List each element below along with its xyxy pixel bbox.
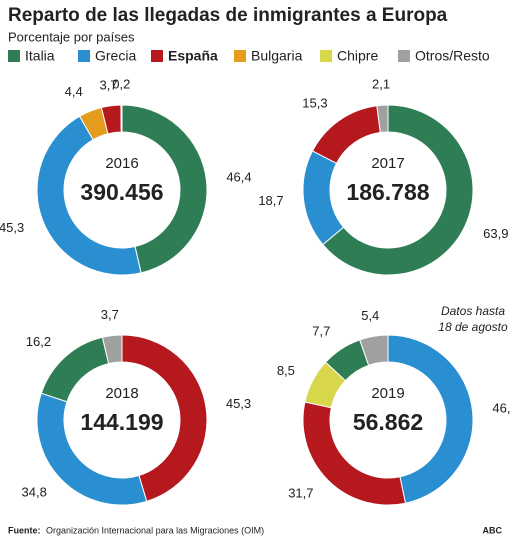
annotation: 18 de agosto (438, 320, 508, 334)
value-label: 4,4 (65, 84, 83, 99)
value-label: 2,1 (372, 77, 390, 92)
donut-segment (376, 104, 389, 134)
year-label: 2018 (105, 385, 138, 402)
value-label: 5,4 (361, 308, 379, 323)
source: Organización Internacional para las Migr… (46, 525, 264, 535)
donut-segment (302, 150, 345, 246)
value-label: 63,9 (483, 226, 508, 241)
donut-segment (40, 336, 110, 403)
donut-segment (359, 334, 389, 366)
legend-label: Otros/Resto (415, 48, 490, 64)
chart-title: Reparto de las llegadas de inmigrantes a… (8, 5, 448, 26)
legend-label: Chipre (337, 48, 378, 64)
legend-label: Grecia (95, 48, 136, 64)
donut-segment (120, 104, 123, 133)
legend-swatch (320, 50, 332, 62)
value-label: 15,3 (302, 96, 327, 111)
value-label: 3,7 (99, 77, 117, 92)
donut-segment (311, 105, 381, 165)
legend-swatch (151, 50, 163, 62)
value-label: 7,7 (312, 324, 330, 339)
annotation: Datos hasta (441, 304, 505, 318)
donut-segment (322, 104, 474, 276)
value-label: 46,4 (226, 170, 251, 185)
legend-label: Bulgaria (251, 48, 303, 64)
value-label: 3,7 (101, 307, 119, 322)
legend-swatch (78, 50, 90, 62)
donut-segment (101, 334, 123, 365)
legend-label: España (168, 48, 218, 64)
value-label: 16,2 (26, 334, 51, 349)
donut-segment (36, 392, 148, 506)
value-label: 18,7 (258, 193, 283, 208)
legend-label: Italia (25, 48, 55, 64)
brand: ABC (483, 525, 503, 535)
value-label: 45,3 (226, 396, 251, 411)
year-label: 2017 (371, 155, 404, 172)
year-label: 2019 (371, 385, 404, 402)
total-label: 390.456 (80, 179, 163, 205)
year-label: 2016 (105, 155, 138, 172)
legend-swatch (234, 50, 246, 62)
value-label: 8,5 (277, 363, 295, 378)
source-label: Fuente: (8, 525, 41, 535)
value-label: 0,2 (112, 76, 130, 91)
total-label: 56.862 (353, 409, 423, 435)
total-label: 186.788 (346, 179, 429, 205)
donut-segment (36, 115, 142, 276)
donut-segment (387, 334, 474, 504)
value-label: 34,8 (22, 485, 47, 500)
legend-swatch (398, 50, 410, 62)
value-label: 31,7 (288, 485, 313, 500)
total-label: 144.199 (80, 409, 163, 435)
value-label: 46,7 (492, 401, 510, 416)
chart-subtitle: Porcentaje por países (8, 29, 135, 44)
legend-swatch (8, 50, 20, 62)
donut-segment (121, 104, 208, 274)
value-label: 45,3 (0, 220, 24, 235)
donut-segment (121, 334, 208, 502)
